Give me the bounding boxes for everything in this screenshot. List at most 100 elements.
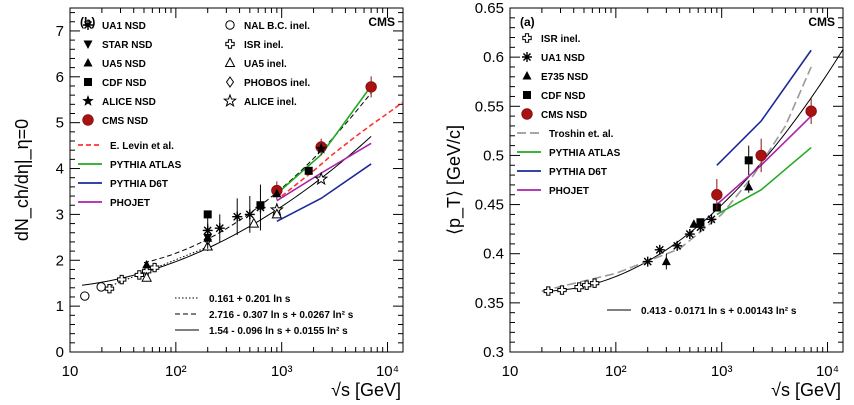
x-tick-label: 10³: [271, 363, 293, 380]
model-curve: [276, 163, 372, 222]
marker-circle-red: [711, 189, 723, 201]
fit-legend-label: 0.413 - 0.0171 ln s + 0.00143 ln² s: [641, 306, 797, 317]
legend-entry-label: E735 NSD: [541, 72, 588, 83]
legend-entry-label: ALICE NSD: [102, 97, 156, 108]
marker-cross-open: [581, 280, 592, 290]
marker-square: [523, 91, 531, 99]
marker-cross-open: [134, 270, 145, 280]
marker-cross-open: [117, 274, 127, 285]
marker-cross-open: [104, 284, 115, 294]
marker-circle-red: [82, 114, 94, 126]
marker-star: [315, 142, 327, 154]
y-tick-label: 4: [56, 161, 64, 178]
legend-entry-label: UA5 inel.: [244, 59, 287, 70]
fit-curve-dashed: [143, 92, 372, 264]
experiment-label: CMS: [808, 15, 835, 29]
marker-triangle-up: [744, 181, 754, 191]
panel-label: (a): [520, 15, 535, 29]
marker-circle-red: [755, 149, 767, 162]
legend-entry-label: PYTHIA D6T: [549, 167, 607, 178]
marker-asterisk: [232, 211, 243, 222]
marker-star-open: [222, 93, 238, 108]
marker-triangle-up: [142, 259, 152, 269]
x-tick-label: 10³: [711, 363, 733, 380]
legend-entry-label: UA1 NSD: [541, 53, 585, 64]
marker-triangle-up: [661, 256, 671, 266]
legend-entry-label: NAL B.C. inel.: [244, 21, 310, 32]
plot-frame: [69, 7, 404, 353]
marker-triangle-up: [83, 58, 93, 67]
marker-circle-red: [805, 105, 817, 117]
x-tick-label: 10²: [165, 363, 187, 380]
y-tick-label: 0.35: [475, 295, 504, 312]
experiment-label: CMS: [368, 15, 395, 29]
marker-circle-red: [365, 81, 377, 93]
marker-asterisk: [244, 209, 255, 220]
marker-triangle-up: [689, 219, 699, 228]
legend-entry-label: ISR inel.: [244, 40, 284, 51]
legend-entry-label: PHOBOS inel.: [244, 78, 310, 89]
marker-asterisk: [642, 256, 653, 267]
marker-square: [744, 156, 753, 165]
marker-asterisk: [654, 244, 665, 255]
y-tick-label: 0.6: [483, 49, 504, 66]
fit-legend-label: 1.54 - 0.096 ln s + 0.0155 ln² s: [209, 326, 348, 337]
marker-triangle-up: [522, 71, 532, 80]
legend-entry-label: CDF NSD: [102, 78, 146, 89]
marker-circle-red: [521, 108, 533, 120]
marker-square: [203, 210, 212, 219]
marker-square: [304, 166, 313, 175]
y-axis-label: ⟨p_T⟩ [GeV/c]: [444, 125, 465, 235]
y-tick-label: 0.3: [483, 344, 504, 361]
legend-entry-label: UA5 NSD: [102, 59, 146, 70]
marker-asterisk: [83, 20, 93, 30]
plot-area: [541, 49, 843, 296]
model-curve: [716, 49, 812, 166]
legend-entry-label: CMS NSD: [541, 110, 587, 121]
legend-entry-label: Troshin et. al.: [549, 129, 614, 140]
multiplicity-panel: 10 10² 10³ 10⁴ 0 1 2 3 4 5 6 7 √s [GeV] dN_ch/dη|_η=0…: [12, 7, 404, 400]
fit-legend-label: 2.716 - 0.307 ln s + 0.0267 ln² s: [209, 310, 354, 321]
marker-triangle-open: [248, 217, 260, 228]
marker-triangle-down: [83, 40, 93, 49]
marker-asterisk: [214, 223, 225, 234]
marker-cross-open: [574, 282, 584, 292]
y-tick-label: 5: [56, 115, 64, 132]
legend-entry-label: STAR NSD: [102, 40, 152, 51]
x-tick-label: 10: [62, 363, 79, 380]
marker-asterisk: [255, 202, 266, 213]
marker-star-open: [314, 171, 329, 186]
x-tick-label: 10²: [605, 363, 627, 380]
x-tick-label: 10: [502, 363, 519, 380]
model-curve: [541, 66, 812, 292]
marker-circle-open: [225, 20, 235, 30]
marker-asterisk: [202, 225, 213, 236]
legend-entry-label: CMS NSD: [102, 116, 148, 127]
legend-entry-label: ALICE inel.: [244, 97, 297, 108]
legend-entry-label: PYTHIA D6T: [110, 179, 168, 190]
legend-entry-label: CDF NSD: [541, 91, 585, 102]
legend-entry-label: PYTHIA ATLAS: [549, 148, 621, 159]
model-curve: [716, 146, 812, 216]
x-tick-label: 10⁴: [376, 363, 399, 380]
y-tick-label: 1: [56, 298, 64, 315]
x-axis-label: √s [GeV]: [771, 380, 841, 400]
marker-asterisk: [684, 229, 695, 240]
y-tick-label: 0.55: [475, 98, 504, 115]
y-tick-label: 0.65: [475, 0, 504, 17]
fit-legend-label: 0.161 + 0.201 ln s: [209, 294, 291, 305]
y-tick-label: 7: [56, 23, 64, 40]
y-tick-label: 6: [56, 69, 64, 86]
mean-pt-panel: 10 10² 10³ 10⁴ 0.3 0.35 0.4 0.45 0.5 0.55 0.6 0.65 √…: [444, 0, 844, 400]
marker-triangle-open: [141, 271, 152, 282]
legend-entry-label: ISR inel.: [541, 34, 581, 45]
y-tick-label: 0.45: [475, 197, 504, 214]
y-tick-label: 3: [56, 206, 64, 223]
legend-entry-label: PYTHIA ATLAS: [110, 160, 182, 171]
marker-cross-open: [557, 285, 567, 295]
y-tick-label: 2: [56, 252, 64, 269]
y-tick-label: 0.5: [483, 147, 504, 164]
x-axis-label: √s [GeV]: [331, 380, 401, 400]
x-tick-label: 10⁴: [816, 363, 839, 380]
marker-cross-open: [149, 262, 160, 273]
